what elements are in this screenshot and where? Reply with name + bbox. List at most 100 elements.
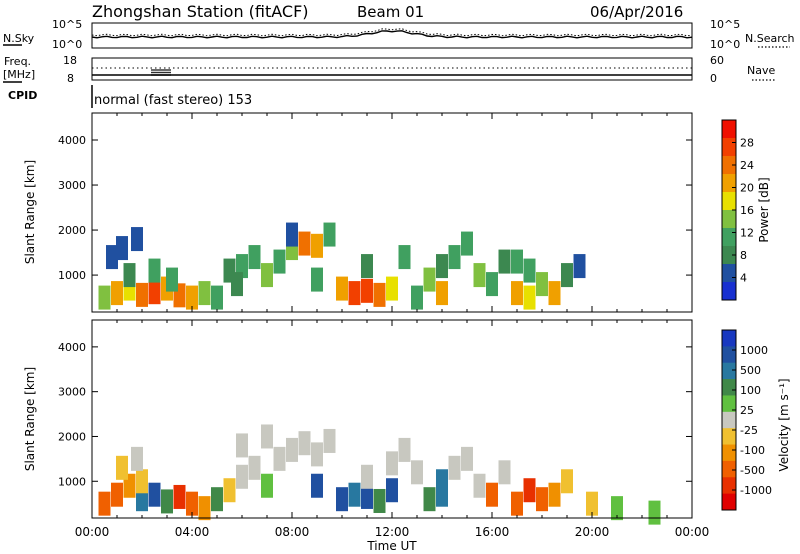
nave-tick-top: 60: [710, 54, 724, 67]
velocity-colorbar-swatch: [722, 330, 736, 347]
power-cell: [398, 245, 411, 270]
velocity-colorbar-swatch: [722, 362, 736, 380]
power-colorbar-swatch: [722, 210, 736, 229]
velocity-colorbar-tick-label: 100: [740, 384, 761, 397]
power-cell: [148, 280, 161, 305]
velocity-cell: [473, 473, 486, 498]
power-cell: [411, 285, 423, 310]
time-axis: 00:00 04:00 08:00 12:00 16:00 20:00 00:00: [75, 525, 710, 539]
nave-point: [155, 69, 157, 71]
power-cell: [423, 267, 436, 292]
velocity-cell: [586, 491, 598, 516]
nave-point: [157, 71, 159, 74]
velocity-cell: [248, 455, 261, 480]
velocity-cell: [486, 482, 498, 507]
velocity-colorbar: 1000 500 100 25 -25 -100 -500 -1000: [721, 329, 772, 511]
nave-point: [151, 69, 153, 71]
power-cell: [236, 254, 248, 279]
velocity-cell: [461, 446, 473, 471]
power-cell: [511, 249, 523, 274]
velocity-cell: [373, 488, 386, 513]
velocity-cell: [398, 437, 411, 462]
nave-point: [153, 69, 155, 71]
velocity-cell: [523, 478, 536, 503]
velocity-cell: [286, 437, 298, 462]
n-search-label: N.Search: [745, 32, 795, 45]
velocity-cell: [136, 469, 148, 494]
velocity-cell: [198, 496, 211, 521]
power-cell: [136, 282, 148, 307]
power-cell: [248, 245, 261, 270]
power-cell: [311, 267, 323, 292]
velocity-cell: [386, 451, 398, 476]
velocity-cell: [98, 491, 111, 516]
velocity-cell: [436, 469, 448, 494]
power-colorbar-swatch: [722, 264, 736, 283]
velocity-colorbar-swatch: [722, 395, 736, 413]
velocity-cell: [423, 487, 436, 512]
cpid-label: CPID: [8, 89, 37, 102]
velocity-cell: [186, 491, 198, 516]
nave-point: [163, 69, 165, 71]
velocity-ytick-label: 2000: [58, 430, 86, 443]
velocity-cell: [361, 484, 373, 509]
power-colorbar-swatch: [722, 138, 736, 157]
power-cell: [373, 282, 386, 307]
cpid-text: normal (fast stereo) 153: [94, 93, 252, 108]
nave-point: [163, 74, 165, 76]
x-axis-label: Time UT: [366, 539, 417, 553]
power-cell: [486, 272, 498, 297]
noise-tick-left-top: 10^5: [52, 18, 82, 31]
power-cell: [211, 285, 223, 310]
velocity-colorbar-swatch: [722, 346, 736, 364]
freq-tick-bottom: 8: [67, 72, 74, 85]
velocity-cell: [261, 424, 273, 449]
power-colorbar-swatch: [722, 156, 736, 175]
velocity-cell: [336, 487, 348, 512]
velocity-colorbar-tick-label: 1000: [740, 344, 768, 357]
nave-point: [165, 71, 167, 74]
power-cell: [511, 281, 523, 306]
noise-tick-right-bottom: 10^0: [710, 38, 740, 51]
power-colorbar-tick-label: 4: [740, 272, 747, 285]
xtick-label: 04:00: [175, 525, 210, 539]
power-cell: [98, 285, 111, 310]
power-cell: [498, 249, 511, 274]
velocity-cell: [323, 428, 336, 453]
nave-point: [169, 74, 171, 76]
power-cell: [536, 272, 548, 297]
power-colorbar-swatch: [722, 228, 736, 247]
power-cell: [548, 281, 561, 306]
power-cell: [116, 236, 128, 261]
power-cell: [523, 285, 536, 310]
xtick-label: 12:00: [375, 525, 410, 539]
velocity-cell: [116, 455, 128, 480]
power-heatmap: [98, 222, 586, 310]
velocity-cell: [311, 442, 323, 467]
velocity-cell: [498, 460, 511, 485]
power-cell: [323, 222, 336, 247]
velocity-colorbar-label: Velocity [m s⁻¹]: [777, 378, 791, 471]
power-cell: [311, 233, 323, 258]
xtick-label: 00:00: [675, 525, 710, 539]
nave-point: [169, 71, 171, 74]
xtick-label: 08:00: [275, 525, 310, 539]
power-cell: [298, 231, 311, 256]
velocity-cell: [261, 473, 273, 498]
nave-point: [159, 71, 161, 74]
velocity-colorbar-tick-label: 25: [740, 404, 754, 417]
power-colorbar-label: Power [dB]: [757, 177, 771, 242]
nave-point: [161, 74, 163, 76]
velocity-cell: [111, 482, 123, 507]
power-colorbar-tick-label: 16: [740, 204, 754, 217]
velocity-colorbar-tick-label: -500: [740, 464, 765, 477]
nave-point: [159, 69, 161, 71]
velocity-cell: [273, 446, 286, 471]
power-cell: [286, 222, 298, 247]
velocity-cell: [361, 464, 373, 489]
velocity-ylabel: Slant Range [km]: [23, 367, 37, 471]
power-ytick-label: 4000: [58, 134, 86, 147]
velocity-cell: [511, 491, 523, 516]
velocity-cell: [236, 464, 248, 489]
